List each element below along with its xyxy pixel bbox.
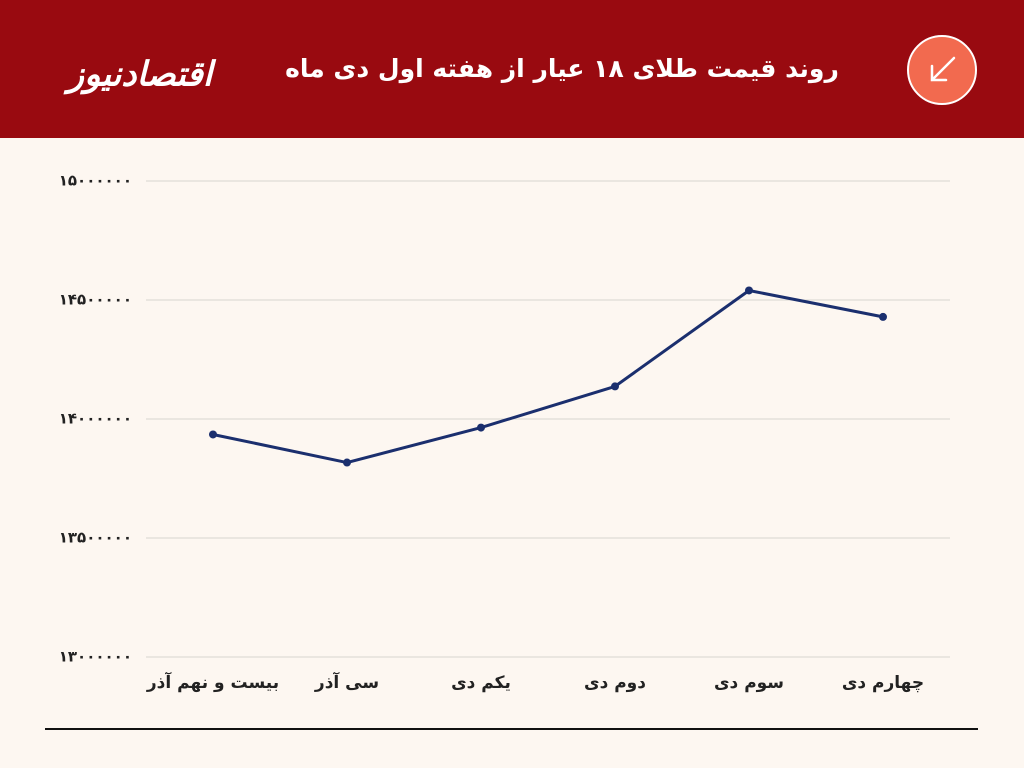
header-bar	[0, 0, 1024, 138]
x-tick-label: یکم دی	[451, 673, 511, 693]
y-tick-label: ۱۴۰۰۰۰۰۰	[59, 410, 132, 428]
icon	[907, 35, 977, 105]
data-point	[745, 286, 753, 295]
x-tick-label: سی آذر	[314, 671, 379, 693]
y-tick-label: ۱۳۰۰۰۰۰۰	[59, 648, 132, 666]
data-point	[343, 458, 351, 467]
y-tick-label: ۱۳۵۰۰۰۰۰	[59, 529, 132, 547]
x-tick-label: بیست و نهم آذر	[146, 671, 279, 693]
data-line	[212, 288, 884, 465]
y-tick-label: ۱۴۵۰۰۰۰۰	[59, 291, 132, 309]
x-tick-label: دوم دی	[584, 673, 646, 693]
chart-title: روند قیمت طلای ۱۸ عیار از هفته اول دی ما…	[285, 54, 839, 84]
data-point	[879, 312, 887, 321]
data-point	[209, 430, 217, 439]
data-point	[611, 382, 619, 391]
y-tick-label: ۱۵۰۰۰۰۰۰	[59, 172, 132, 190]
data-point	[477, 423, 485, 432]
x-tick-label: چهارم دی	[842, 673, 924, 693]
x-tick-label: سوم دی	[714, 673, 784, 693]
logo: اقتصادنیوز	[63, 55, 217, 95]
